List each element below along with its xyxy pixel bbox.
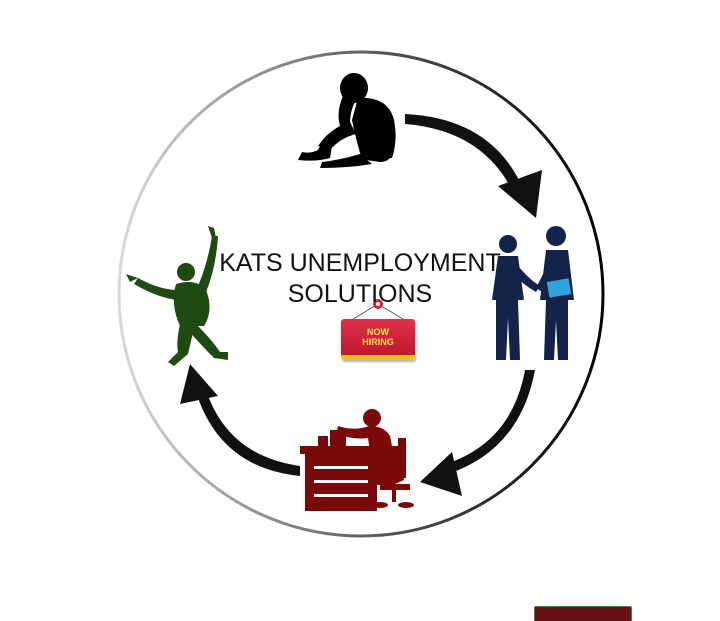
sitting-sad-person-icon (298, 73, 396, 168)
arrow-top-right-icon (405, 114, 542, 218)
cycle-ring (117, 50, 605, 538)
sign-text-hiring: HIRING (362, 337, 394, 347)
diagram-title-line2: SOLUTIONS (287, 280, 433, 308)
handshake-interview-icon (492, 226, 574, 360)
office-worker-at-desk-icon (300, 409, 414, 511)
sign-text-now: NOW (367, 327, 389, 337)
jumping-happy-person-icon (126, 226, 228, 366)
diagram-title-line1: KATS UNEMPLOYMENT (219, 249, 501, 277)
corner-tab (534, 606, 632, 621)
now-hiring-sign: NOW HIRING (341, 319, 415, 360)
arrow-bottom-left-icon (180, 364, 300, 476)
sign-hanger (347, 299, 409, 323)
arrow-right-bottom-icon (420, 370, 535, 496)
